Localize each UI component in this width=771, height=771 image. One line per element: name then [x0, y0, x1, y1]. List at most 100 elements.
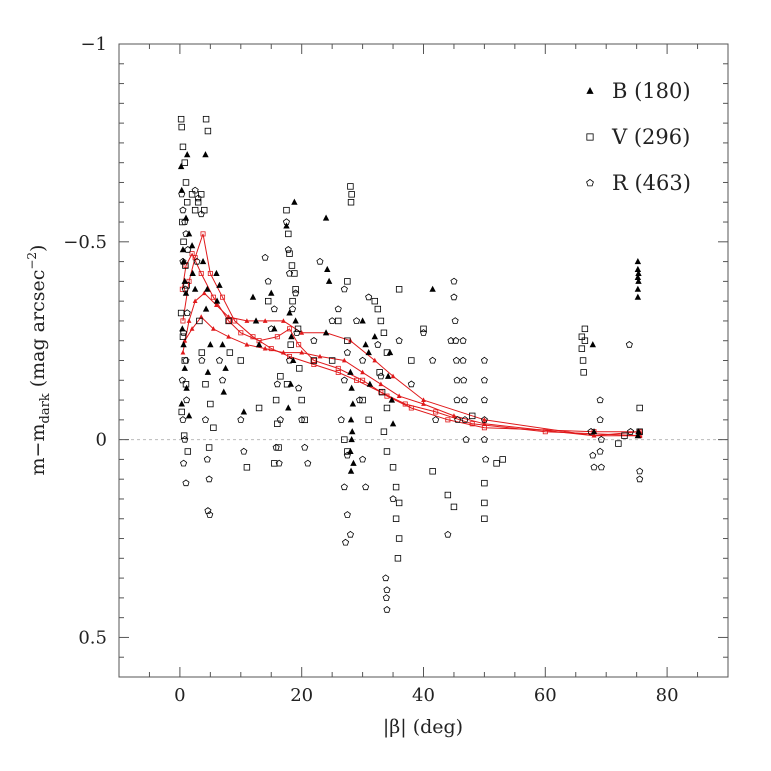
pentagon-point: [343, 451, 351, 459]
red-track-point: [408, 405, 414, 411]
square-point: [328, 357, 336, 364]
red-track-lines: [179, 231, 643, 439]
red-track-point: [198, 270, 204, 276]
triangle-point: [348, 436, 355, 443]
red-track-point: [262, 345, 268, 351]
triangle-point: [347, 368, 354, 375]
triangle-point: [350, 459, 357, 466]
pentagon-point: [346, 530, 354, 538]
square-point: [179, 333, 187, 340]
red-track-point: [317, 353, 323, 359]
triangle-point: [366, 380, 374, 387]
pentagon-point: [420, 329, 427, 336]
pentagon-point: [182, 479, 190, 487]
pentagon-point: [462, 435, 470, 443]
triangle-point: [249, 293, 257, 300]
pentagon-point: [362, 483, 370, 491]
axis-ticks: 0 20 40 60 80 −1 −0.5 0 0.5: [63, 34, 729, 706]
pentagon-point: [237, 416, 245, 423]
legend-label: B (180): [612, 79, 691, 103]
square-point: [579, 357, 587, 364]
square-point: [177, 309, 185, 317]
red-track-point: [360, 377, 366, 383]
square-point: [179, 143, 187, 151]
square-point: [383, 404, 391, 412]
square-point: [274, 420, 281, 427]
red-track-point: [299, 349, 305, 355]
square-point: [292, 286, 299, 293]
square-point: [581, 325, 589, 333]
square-point: [181, 159, 188, 166]
triangle-point: [634, 432, 642, 439]
pentagon-point: [340, 285, 348, 293]
square-point: [272, 396, 280, 404]
pentagon-point: [596, 447, 604, 455]
red-track-point: [180, 318, 186, 324]
square-point: [380, 329, 388, 337]
pentagon-point: [480, 416, 488, 423]
square-point: [395, 499, 403, 507]
square-point: [383, 448, 391, 455]
y-label-part-5: (mag arcsec: [27, 270, 49, 394]
square-point: [275, 444, 282, 451]
triangle-point: [322, 214, 330, 221]
square-point: [283, 206, 290, 214]
pentagon-point: [201, 416, 209, 423]
pentagon-point: [182, 230, 190, 237]
triangle-point: [635, 269, 642, 276]
triangle-point: [349, 400, 357, 407]
square-point: [429, 468, 436, 475]
square-point: [371, 297, 378, 305]
square-point: [341, 436, 348, 443]
square-point: [287, 341, 294, 348]
pentagon-point: [461, 416, 469, 423]
pentagon-point: [429, 356, 437, 364]
y-label-part-2: −: [27, 442, 49, 458]
triangle-point: [362, 341, 369, 348]
pentagon-point: [183, 309, 191, 317]
square-point: [277, 373, 284, 380]
pentagon-point: [597, 435, 605, 443]
square-point: [198, 349, 206, 356]
square-point: [615, 440, 622, 447]
triangle-point: [179, 246, 187, 253]
square-point: [578, 345, 586, 352]
legend: B (180) V (296) R (463): [586, 79, 691, 195]
red-track-point: [232, 318, 238, 324]
legend-label: V (296): [611, 125, 690, 149]
square-point: [344, 337, 351, 344]
red-track-point: [296, 342, 302, 348]
square-point: [191, 206, 199, 214]
pentagon-point: [482, 455, 490, 463]
square-point: [226, 349, 234, 356]
pentagon-point: [183, 396, 191, 404]
square-point: [225, 317, 232, 325]
pentagon-point: [198, 356, 206, 364]
triangle-point: [183, 384, 190, 391]
pentagon-point: [389, 495, 397, 503]
pentagon-point: [292, 289, 300, 297]
red-track-point: [281, 318, 286, 323]
square-point: [296, 365, 303, 372]
triangle-point: [292, 317, 299, 324]
triangle-point: [325, 277, 333, 284]
red-track-point: [200, 231, 206, 237]
square-point: [271, 460, 278, 467]
square-point: [184, 448, 192, 455]
y-label-part-7: ): [27, 245, 49, 252]
square-point: [265, 297, 272, 305]
pentagon-point: [293, 329, 301, 336]
square-point: [389, 464, 397, 471]
square-point: [301, 416, 308, 424]
red-track-point: [335, 365, 341, 371]
triangle-point: [207, 341, 214, 348]
square-point: [347, 199, 355, 206]
red-track-point: [226, 334, 232, 339]
pentagon-point: [334, 305, 342, 313]
square-point: [291, 270, 298, 277]
red-track-line: [182, 233, 640, 437]
square-point: [178, 408, 185, 416]
square-point: [298, 396, 305, 404]
red-track-point: [189, 326, 195, 331]
pentagon-point: [383, 605, 391, 613]
